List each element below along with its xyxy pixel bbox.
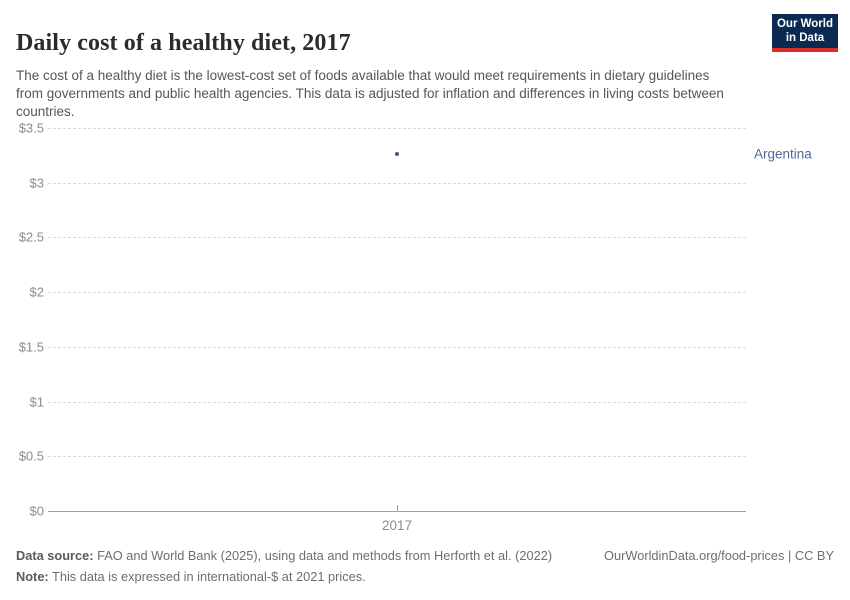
y-gridline — [48, 456, 746, 458]
y-gridline — [48, 128, 746, 129]
y-tick-label: $1 — [29, 394, 44, 410]
x-tick-mark — [397, 505, 398, 511]
data-source-text: FAO and World Bank (2025), using data an… — [93, 548, 553, 563]
y-gridline — [48, 182, 746, 184]
owid-logo-stripe — [772, 48, 838, 53]
data-source-line: Data source: FAO and World Bank (2025), … — [16, 546, 552, 567]
note-text: This data is expressed in international-… — [48, 568, 366, 584]
data-point-argentina[interactable] — [395, 152, 399, 157]
y-gridline — [48, 401, 746, 403]
y-tick-label: $3.5 — [18, 120, 44, 136]
owid-logo-box: Our World in Data — [772, 14, 838, 49]
y-tick-label: $3 — [29, 175, 44, 191]
note-line: Note: This data is expressed in internat… — [16, 569, 366, 584]
y-gridline — [48, 237, 746, 239]
y-tick-label: $0 — [29, 503, 44, 519]
chart-subtitle: The cost of a healthy diet is the lowest… — [16, 67, 724, 120]
x-axis-line — [48, 511, 746, 512]
series-label-argentina[interactable]: Argentina — [754, 146, 812, 162]
x-tick-label: 2017 — [381, 518, 413, 533]
owid-logo[interactable]: Our World in Data — [772, 14, 838, 53]
chart-footer: Data source: FAO and World Bank (2025), … — [16, 546, 834, 587]
chart-title: Daily cost of a healthy diet, 2017 — [16, 30, 351, 57]
owid-logo-line2: in Data — [785, 32, 825, 45]
y-tick-label: $0.5 — [18, 448, 44, 464]
y-tick-label: $2.5 — [18, 229, 44, 245]
data-source-label: Data source: — [16, 548, 94, 563]
y-gridline — [48, 346, 746, 348]
owid-logo-line1: Our World — [776, 18, 833, 30]
note-label: Note: — [16, 568, 49, 584]
y-tick-label: $1.5 — [18, 339, 44, 355]
y-tick-label: $2 — [29, 284, 44, 300]
y-gridline — [48, 292, 746, 294]
footer-link[interactable]: OurWorldinData.org/food-prices | CC BY — [604, 548, 834, 563]
